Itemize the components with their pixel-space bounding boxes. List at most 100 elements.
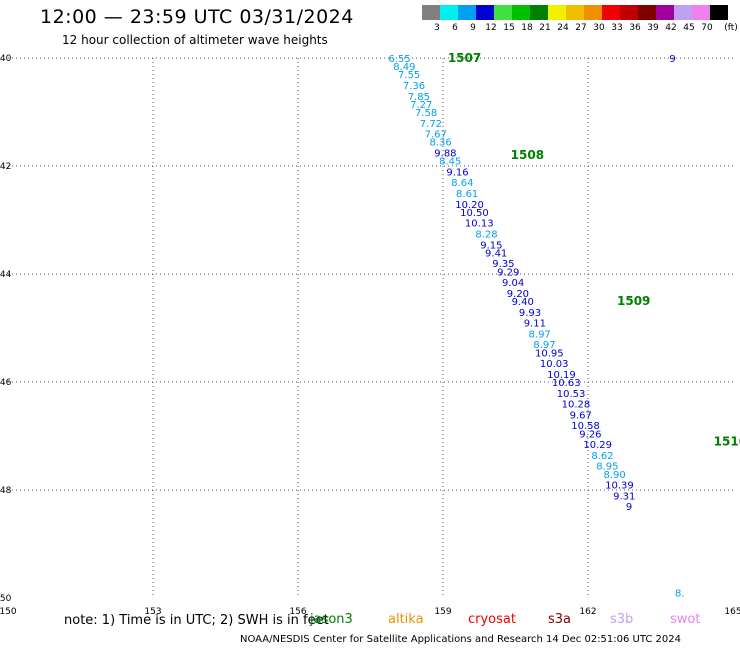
legend-swatch — [530, 5, 548, 20]
x-tick-label: 162 — [579, 607, 596, 617]
swh-point: 9.11 — [524, 319, 546, 330]
swh-point: 8. — [675, 589, 685, 600]
swh-point: 6.55 — [388, 54, 410, 65]
legend-swatch — [566, 5, 584, 20]
pass-time-label: 1509 — [617, 294, 650, 308]
swh-point: 7.85 — [408, 92, 430, 103]
legend-label: 33 — [611, 23, 623, 33]
swh-point: 8.36 — [429, 138, 451, 149]
x-tick-label: 156 — [289, 607, 306, 617]
mission-s3a: s3a — [548, 612, 572, 627]
swh-point: 10.13 — [465, 219, 494, 230]
legend-label: 3 — [434, 23, 440, 33]
legend-label: 12 — [485, 23, 497, 33]
swh-point: 9.26 — [579, 429, 601, 440]
legend-label: 9 — [470, 23, 476, 33]
legend-label: 30 — [593, 23, 605, 33]
swh-point: 9.04 — [502, 278, 524, 289]
legend-label: 70 — [701, 23, 713, 33]
pass-time-label: 1507 — [448, 51, 481, 65]
swh-point: 10.53 — [557, 389, 586, 400]
legend-swatch — [656, 5, 674, 20]
swh-point: 8.97 — [529, 329, 551, 340]
x-tick-label: 150 — [0, 607, 17, 617]
legend-swatch — [440, 5, 458, 20]
y-tick-label: -40 — [0, 54, 12, 64]
y-tick-label: -48 — [0, 486, 12, 496]
legend-swatch — [458, 5, 476, 20]
swh-point: 8.28 — [475, 230, 497, 241]
swh-point: 8.45 — [439, 157, 461, 168]
swh-point: 8.61 — [456, 189, 478, 200]
legend-label: 18 — [521, 23, 533, 33]
swh-point: 10.39 — [605, 481, 634, 492]
pass-time-label: 1510 — [714, 434, 740, 448]
y-tick-label: -42 — [0, 162, 11, 172]
legend-label: 36 — [629, 23, 641, 33]
swh-point: 8.49 — [393, 62, 415, 73]
legend-label: 24 — [557, 23, 569, 33]
mission-cryosat: cryosat — [468, 612, 516, 627]
swh-point: 9.31 — [613, 491, 635, 502]
chart-title: 12:00 — 23:59 UTC 03/31/2024 — [40, 6, 354, 28]
swh-point: 7.67 — [425, 130, 447, 141]
swh-point: 10.19 — [547, 370, 576, 381]
swh-point: 7.27 — [410, 100, 432, 111]
swh-point: 7.72 — [420, 119, 442, 130]
legend-swatch — [620, 5, 638, 20]
legend-label: 15 — [503, 23, 515, 33]
legend-label: 21 — [539, 23, 551, 33]
mission-swot: swot — [670, 612, 701, 627]
swh-point: 9.40 — [512, 297, 534, 308]
swh-point: 9.16 — [446, 167, 468, 178]
legend-swatch — [548, 5, 566, 20]
swh-point: 8.95 — [596, 462, 618, 473]
legend-swatch — [674, 5, 692, 20]
swh-point: 9.88 — [434, 149, 456, 160]
swh-point: 9 — [669, 54, 675, 65]
legend-swatch — [638, 5, 656, 20]
swh-point: 9.93 — [519, 308, 541, 319]
swh-point: 9.35 — [492, 259, 514, 270]
legend-label: 42 — [665, 23, 677, 33]
swh-point: 8.97 — [533, 340, 555, 351]
legend-swatch — [602, 5, 620, 20]
swh-point: 10.63 — [552, 378, 581, 389]
y-tick-label: -50 — [0, 594, 12, 604]
swh-point: 7.58 — [415, 108, 437, 119]
legend-label: 39 — [647, 23, 659, 33]
swh-point: 7.36 — [403, 81, 425, 92]
legend-label: 27 — [575, 23, 587, 33]
swh-point: 9.67 — [570, 410, 592, 421]
swh-point: 8.64 — [451, 178, 473, 189]
mission-s3b: s3b — [610, 612, 634, 627]
legend-swatch — [476, 5, 494, 20]
pass-time-label: 1508 — [511, 148, 544, 162]
swh-point: 8.90 — [603, 470, 625, 481]
swh-point: 10.20 — [455, 200, 484, 211]
chart-subtitle: 12 hour collection of altimeter wave hei… — [62, 33, 328, 47]
y-tick-label: -44 — [0, 270, 12, 280]
legend-label: 6 — [452, 23, 458, 33]
swh-point: 9.41 — [485, 248, 507, 259]
swh-point: 7.55 — [398, 70, 420, 81]
swh-point: 10.29 — [583, 440, 612, 451]
swh-point: 10.95 — [535, 348, 564, 359]
swh-point: 10.58 — [571, 421, 600, 432]
x-tick-label: 165 — [724, 607, 740, 617]
mission-altika: altika — [388, 612, 424, 627]
x-tick-label: 159 — [434, 607, 451, 617]
legend-swatch — [692, 5, 710, 20]
swh-point: 9.29 — [497, 267, 519, 278]
y-tick-label: -46 — [0, 378, 12, 388]
mission-jason3: jason3 — [310, 612, 353, 627]
swh-point: 9.20 — [507, 289, 529, 300]
swh-point: 9 — [626, 502, 632, 513]
swh-point: 9.15 — [480, 240, 502, 251]
swh-point: 8.62 — [591, 451, 613, 462]
swh-point: 10.03 — [540, 359, 569, 370]
swh-point: 10.50 — [460, 208, 489, 219]
legend-swatch — [422, 5, 440, 20]
footnote: note: 1) Time is in UTC; 2) SWH is in fe… — [64, 613, 329, 628]
